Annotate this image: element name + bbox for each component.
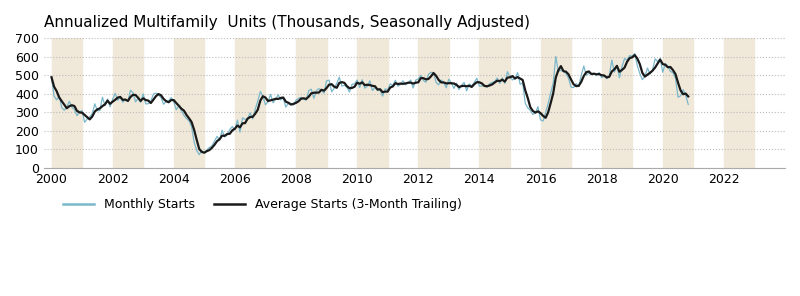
Bar bbox=[113, 38, 143, 168]
Text: Annualized Multifamily  Units (Thousands, Seasonally Adjusted): Annualized Multifamily Units (Thousands,… bbox=[44, 15, 530, 30]
Bar bbox=[662, 38, 694, 168]
Bar bbox=[51, 38, 82, 168]
Bar bbox=[724, 38, 754, 168]
Bar bbox=[541, 38, 571, 168]
Bar bbox=[479, 38, 510, 168]
Bar bbox=[235, 38, 266, 168]
Bar bbox=[296, 38, 326, 168]
Bar bbox=[602, 38, 632, 168]
Bar bbox=[174, 38, 204, 168]
Legend: Monthly Starts, Average Starts (3-Month Trailing): Monthly Starts, Average Starts (3-Month … bbox=[58, 193, 466, 216]
Bar bbox=[418, 38, 449, 168]
Bar bbox=[357, 38, 388, 168]
